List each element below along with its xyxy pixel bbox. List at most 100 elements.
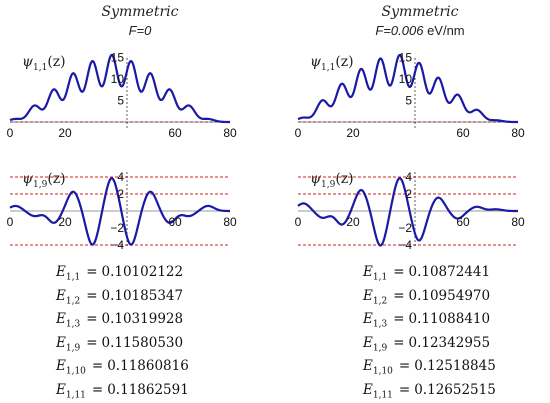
right-psi19-y-tick-label: −2	[398, 221, 412, 235]
left-psi19-x-tick-label: 60	[168, 215, 182, 229]
energy-equals: =	[398, 358, 411, 375]
energy-subscript: 1,1	[65, 272, 81, 283]
right-title: Symmetric	[382, 4, 459, 20]
energy-subscript: 1,10	[65, 367, 86, 378]
energy-value: 0.10319928	[101, 311, 184, 328]
left-psi11-series-line	[9, 53, 231, 124]
energy-subscript: 1,2	[372, 296, 388, 307]
right-psi11-x-tick-label: 80	[511, 126, 525, 140]
energy-row: E1,2 = 0.10954970	[363, 288, 490, 307]
energy-value: 0.10185347	[101, 287, 184, 304]
right-psi11-x-tick-label: 20	[346, 126, 360, 140]
right-psi19-x-tick-label: 60	[456, 215, 470, 229]
right-psi19-x-tick-label: 20	[346, 215, 360, 229]
energy-symbol: E	[363, 358, 373, 375]
energy-value: 0.10872441	[408, 264, 491, 280]
energy-row: E1,1 = 0.10102122	[56, 264, 183, 283]
right-psi19-series-line	[297, 177, 519, 247]
energy-equals: =	[86, 311, 98, 328]
energy-symbol: E	[363, 264, 373, 280]
energy-subscript: 1,9	[372, 343, 388, 354]
energy-subscript: 1,3	[372, 319, 388, 330]
energy-subscript: 1,11	[372, 390, 393, 401]
left-psi11-x-tick-label: 60	[168, 126, 182, 140]
left-psi11-x-tick-label: 80	[223, 126, 237, 140]
energy-row: E1,10 = 0.12518845	[363, 358, 496, 377]
energy-value: 0.11580530	[101, 334, 184, 351]
energy-subscript: 1,3	[65, 319, 81, 330]
left-psi11-y-tick-label: 15	[111, 51, 125, 65]
energy-symbol: E	[56, 264, 66, 280]
right-psi19-label: ψ1,9(z)	[310, 171, 354, 190]
right-psi19-y-tick-label: 4	[405, 170, 412, 184]
energy-value: 0.11860816	[107, 358, 189, 375]
right-psi11-x-tick-label: 60	[456, 126, 470, 140]
right-psi11-y-tick-label: 10	[399, 72, 413, 86]
left-psi11-x-tick-label: 0	[7, 126, 14, 140]
energy-value: 0.12652515	[414, 382, 496, 398]
energy-subscript: 1,11	[65, 390, 86, 401]
energy-equals: =	[393, 311, 405, 328]
left-psi19-label: ψ1,9(z)	[22, 171, 66, 190]
energy-equals: =	[86, 264, 98, 280]
energy-value: 0.12518845	[414, 358, 496, 375]
energy-row: E1,9 = 0.12342955	[363, 335, 490, 354]
energy-equals: =	[393, 287, 405, 304]
energy-value: 0.12342955	[408, 334, 491, 351]
right-psi11-x-tick-label: 0	[295, 126, 302, 140]
energy-symbol: E	[56, 334, 66, 351]
energy-equals: =	[86, 334, 98, 351]
right-psi11-y-tick-label: 5	[405, 94, 412, 108]
right-psi11-y-tick-label: 15	[399, 51, 413, 65]
right-psi19-x-tick-label: 0	[295, 215, 302, 229]
left-field-label: F=0	[129, 23, 153, 38]
energy-equals: =	[393, 264, 405, 280]
energy-symbol: E	[363, 311, 373, 328]
energy-row: E1,2 = 0.10185347	[56, 288, 183, 307]
right-psi19-y-tick-label: 2	[405, 187, 412, 201]
energy-equals: =	[91, 382, 104, 398]
left-psi19-x-tick-label: 20	[58, 215, 72, 229]
energy-subscript: 1,1	[372, 272, 388, 283]
left-psi19-x-tick-label: 0	[7, 215, 14, 229]
left-psi11-label: ψ1,1(z)	[22, 54, 66, 73]
energy-subscript: 1,9	[65, 343, 81, 354]
energy-row: E1,11 = 0.12652515	[363, 382, 496, 401]
energy-symbol: E	[363, 382, 373, 398]
left-psi11-y-tick-label: 5	[117, 94, 124, 108]
energy-equals: =	[91, 358, 104, 375]
energy-symbol: E	[56, 358, 66, 375]
energy-symbol: E	[363, 334, 373, 351]
right-psi11-label: ψ1,1(z)	[310, 54, 354, 73]
energy-row: E1,11 = 0.11862591	[56, 382, 189, 401]
left-psi11-y-tick-label: 10	[111, 72, 125, 86]
plots-layer: 0 20 60 80 5 10 15 0 20 60 80 −4 −2 2 4 0 20 60 80 5 10 15 0 20…	[7, 51, 525, 253]
right-psi19-y-tick-label: −4	[398, 238, 412, 252]
right-field-label: F=0.006 eV/nm	[375, 23, 464, 38]
energy-equals: =	[393, 334, 405, 351]
energy-value: 0.10102122	[101, 264, 184, 280]
energy-subscript: 1,2	[65, 296, 81, 307]
energy-row: E1,9 = 0.11580530	[56, 335, 183, 354]
energy-symbol: E	[56, 311, 66, 328]
energy-symbol: E	[56, 382, 66, 398]
energy-value: 0.11088410	[408, 311, 491, 328]
left-psi19-y-tick-label: −4	[110, 238, 124, 252]
energy-symbol: E	[363, 287, 373, 304]
energy-row: E1,1 = 0.10872441	[363, 264, 490, 283]
energy-equals: =	[398, 382, 411, 398]
left-psi19-series-line	[9, 177, 231, 246]
left-psi19-y-tick-label: −2	[110, 221, 124, 235]
energy-symbol: E	[56, 287, 66, 304]
left-title: Symmetric	[102, 4, 179, 20]
right-psi11-series-line	[297, 53, 519, 124]
energy-row: E1,3 = 0.11088410	[363, 311, 490, 330]
left-psi19-x-tick-label: 80	[223, 215, 237, 229]
energy-equals: =	[86, 287, 98, 304]
energy-subscript: 1,10	[372, 367, 393, 378]
left-psi11-x-tick-label: 20	[58, 126, 72, 140]
energy-value: 0.11862591	[107, 382, 189, 398]
energy-row: E1,3 = 0.10319928	[56, 311, 183, 330]
left-psi19-y-tick-label: 2	[117, 187, 124, 201]
